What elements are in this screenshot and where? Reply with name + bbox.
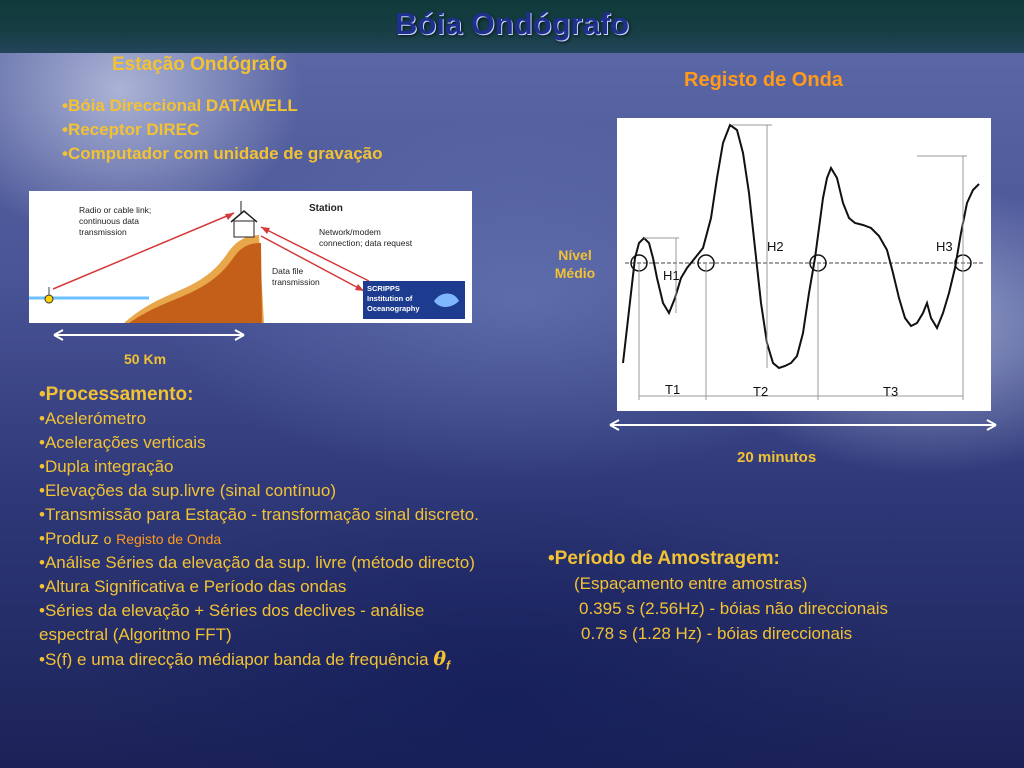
processing-item: •Transmissão para Estação - transformaçã…	[39, 505, 479, 524]
theta-symbol: θ	[433, 648, 447, 670]
processing-item: •Elevações da sup.livre (sinal contínuo)	[39, 481, 336, 500]
station-bullet: •Bóia Direccional DATAWELL	[62, 96, 298, 115]
label-datafile-1: Data file	[272, 266, 303, 276]
station-bullets: •Bóia Direccional DATAWELL •Receptor DIR…	[62, 94, 412, 166]
sampling-line: 0.78 s (1.28 Hz) - bóias direccionais	[581, 624, 853, 643]
radio-link-arrow	[52, 212, 235, 290]
distance-label: 50 Km	[124, 351, 167, 367]
duration-label: 20 minutos	[737, 449, 817, 466]
processing-item: •Altura Significativa e Período das onda…	[39, 577, 347, 596]
station-bullet: •Receptor DIREC	[62, 120, 200, 139]
station-heading: Estação Ondógrafo	[112, 54, 288, 75]
sampling-sub: (Espaçamento entre amostras)	[574, 574, 808, 593]
processing-heading: •Processamento:	[39, 384, 194, 405]
label-t1: T1	[665, 382, 680, 397]
processing-item: •Análise Séries da elevação da sup. livr…	[39, 553, 475, 572]
label-h1: H1	[663, 268, 680, 283]
wave-record-heading: Registo de Onda	[684, 69, 843, 91]
processing-item-last: •S(f) e uma direcção médiapor banda de f…	[39, 648, 451, 673]
datafile-arrow	[260, 235, 365, 292]
label-datafile-2: transmission	[272, 277, 320, 287]
label-radio-1: Radio or cable link;	[79, 205, 151, 215]
label-radio-2: continuous data	[79, 216, 139, 226]
label-t3: T3	[883, 384, 898, 399]
wave-record-svg: H1 H2 H3 T1 T2 T3	[622, 123, 985, 400]
svg-text:Institution of: Institution of	[367, 294, 413, 303]
label-network-2: connection; data request	[319, 238, 413, 248]
station-bullet: •Computador com unidade de gravação	[62, 144, 383, 163]
label-h2: H2	[767, 239, 784, 254]
title-bar	[0, 0, 1024, 53]
label-station: Station	[309, 203, 343, 214]
network-arrow	[260, 226, 370, 282]
sampling-heading: •Período de Amostragem:	[548, 548, 780, 569]
height-markers	[644, 124, 967, 368]
station-diagram: Radio or cable link; continuous data tra…	[29, 191, 472, 323]
sampling-line: 0.395 s (2.56Hz) - bóias não direccionai…	[579, 599, 888, 618]
sampling-block: •Período de Amostragem: (Espaçamento ent…	[548, 546, 1018, 646]
theta-subscript: f	[446, 658, 451, 673]
mean-level-label: Nível Médio	[554, 247, 596, 281]
processing-item: •Acelerações verticais	[39, 433, 206, 452]
processing-list: •Processamento: •Acelerómetro •Aceleraçõ…	[39, 383, 489, 677]
registo-link[interactable]: Registo de Onda	[116, 531, 222, 547]
processing-item: •Dupla integração	[39, 457, 174, 476]
processing-item-produz: •Produz o Registo de Onda	[39, 529, 222, 548]
station-house-icon	[230, 201, 258, 238]
processing-item: •Acelerómetro	[39, 409, 147, 428]
wave-record-chart: H1 H2 H3 T1 T2 T3	[617, 118, 991, 411]
period-markers	[638, 263, 964, 400]
label-network-1: Network/modem	[319, 227, 381, 237]
svg-text:Oceanography: Oceanography	[367, 304, 420, 313]
processing-item: •Séries da elevação + Séries dos declive…	[39, 601, 425, 644]
duration-arrow	[609, 419, 997, 431]
svg-text:SCRIPPS: SCRIPPS	[367, 284, 400, 293]
page-title: Bóia Ondógrafo	[394, 6, 630, 41]
label-radio-3: transmission	[79, 227, 127, 237]
station-diagram-svg: Radio or cable link; continuous data tra…	[29, 191, 472, 323]
wave-trace	[622, 123, 980, 370]
distance-arrow	[53, 329, 245, 341]
label-t2: T2	[753, 384, 768, 399]
buoy-icon	[44, 294, 54, 304]
scripps-logo: SCRIPPS Institution of Oceanography	[363, 281, 465, 319]
label-h3: H3	[936, 239, 953, 254]
